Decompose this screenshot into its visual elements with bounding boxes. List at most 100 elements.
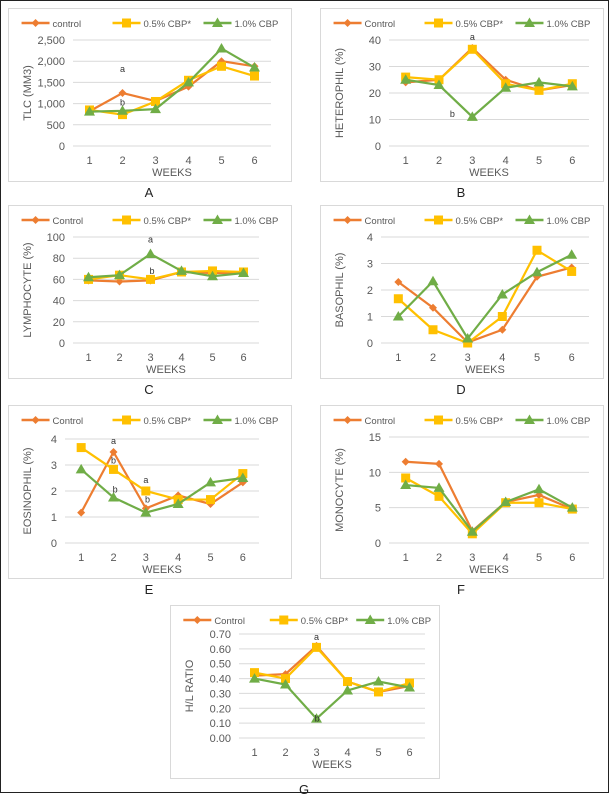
y-axis-label: HETEROPHIL (%) xyxy=(334,48,346,138)
series-line xyxy=(75,463,249,517)
y-tick-label: 5 xyxy=(375,503,381,515)
series-path xyxy=(405,483,573,534)
data-point xyxy=(172,498,184,508)
significance-label: b xyxy=(450,109,455,119)
legend-label: Control xyxy=(53,216,84,227)
x-tick-label: 6 xyxy=(569,352,575,364)
series-path xyxy=(89,47,256,113)
series-line xyxy=(400,74,578,121)
data-point xyxy=(433,482,445,492)
data-point xyxy=(280,679,291,689)
x-tick-label: 6 xyxy=(569,552,575,564)
data-point xyxy=(401,457,410,466)
legend-item: 1.0% CBP xyxy=(203,414,278,427)
legend-marker-square-icon xyxy=(434,415,444,425)
data-point xyxy=(140,507,152,517)
x-tick-label: 5 xyxy=(375,747,381,759)
chart-panel-a: 0 500 1,000 1,500 2,000 2,500 1 2 3 4 5 6 WEEKS TLC (… xyxy=(8,8,292,182)
y-tick-label: 1,000 xyxy=(37,99,65,111)
data-point xyxy=(206,495,215,505)
legend-item: 0.5% CBP* xyxy=(112,215,191,227)
data-point xyxy=(394,278,403,287)
x-tick-label: 1 xyxy=(78,552,84,564)
data-point xyxy=(566,502,578,512)
legend-marker-square-icon xyxy=(122,415,132,425)
chart-panel-e: 0 1 2 3 4 1 2 3 4 5 6 WEEKS EOSINOPHIL (%) Control 0.5… xyxy=(8,405,292,579)
data-point xyxy=(463,338,473,348)
series-path xyxy=(88,60,255,113)
data-point xyxy=(500,82,512,92)
legend-item: Control xyxy=(333,416,395,427)
data-point xyxy=(534,85,544,95)
legend-item: 1.0% CBP xyxy=(356,614,431,627)
legend-label: 0.5% CBP* xyxy=(456,216,504,227)
data-point xyxy=(115,277,124,286)
chart-svg: 0.00 0.10 0.20 0.30 0.40 0.50 0.60 0.70 1 2 3 4 5 6 WE… xyxy=(183,614,431,771)
y-tick-label: 0 xyxy=(375,141,381,153)
legend-item: 0.5% CBP* xyxy=(424,18,503,30)
series-path xyxy=(405,47,573,92)
legend-item: 1.0% CBP xyxy=(203,17,278,30)
y-tick-label: 0 xyxy=(375,538,381,550)
x-tick-label: 2 xyxy=(436,552,442,564)
panel-caption: B xyxy=(456,185,466,200)
data-point xyxy=(500,496,512,507)
legend-item: 0.5% CBP* xyxy=(424,215,504,227)
significance-label: b xyxy=(111,456,116,466)
y-tick-label: 4 xyxy=(51,434,57,446)
legend-marker-diamond-icon xyxy=(31,19,40,27)
data-point xyxy=(141,486,151,496)
x-tick-label: 3 xyxy=(469,552,475,564)
data-point xyxy=(118,89,127,97)
series-line xyxy=(77,448,247,517)
significance-label: b xyxy=(150,266,155,276)
x-tick-label: 1 xyxy=(251,747,257,759)
data-point xyxy=(428,325,438,335)
legend-marker-square-icon xyxy=(434,215,444,225)
y-tick-label: 0 xyxy=(59,338,65,350)
y-tick-label: 3 xyxy=(51,460,57,472)
x-tick-label: 6 xyxy=(406,747,412,759)
series-path xyxy=(397,248,573,345)
data-point xyxy=(496,289,508,299)
x-tick-label: 4 xyxy=(499,352,505,364)
data-point xyxy=(76,443,86,453)
data-point xyxy=(343,677,352,687)
x-tick-label: 2 xyxy=(282,747,288,759)
x-tick-label: 5 xyxy=(207,552,213,564)
legend-label: 1.0% CBP xyxy=(234,19,278,30)
x-tick-label: 6 xyxy=(240,352,246,364)
series-line xyxy=(249,673,415,723)
legend-marker-square-icon xyxy=(279,615,289,625)
x-tick-label: 5 xyxy=(536,155,542,167)
legend-label: 1.0% CBP xyxy=(234,216,278,227)
legend-label: 1.0% CBP xyxy=(546,216,590,227)
legend-label: 0.5% CBP* xyxy=(456,416,504,427)
data-point xyxy=(176,265,187,275)
series-line xyxy=(400,479,578,536)
chart-panel-g: 0.00 0.10 0.20 0.30 0.40 0.50 0.60 0.70 1 2 3 4 5 6 WE… xyxy=(170,605,440,779)
legend-marker-triangle-icon xyxy=(523,214,535,224)
y-axis-label: H/L RATIO xyxy=(184,659,196,712)
x-tick-label: 4 xyxy=(175,552,181,564)
chart-panel-f: 0 5 10 15 1 2 3 4 5 6 WEEKS MONOCYTE (%) Control 0.5%… xyxy=(320,405,604,579)
significance-label: b xyxy=(120,98,125,108)
data-point xyxy=(237,472,249,482)
data-point xyxy=(250,71,259,81)
x-tick-label: 4 xyxy=(503,155,509,167)
data-point xyxy=(84,106,95,116)
panel-caption: D xyxy=(456,382,466,397)
data-point xyxy=(535,490,543,499)
series-path xyxy=(254,644,410,694)
x-tick-label: 5 xyxy=(218,155,224,167)
data-point xyxy=(467,44,477,54)
series-line xyxy=(250,642,414,697)
panel-caption: A xyxy=(144,185,154,200)
legend-label: control xyxy=(53,19,82,30)
data-point xyxy=(373,676,384,686)
x-axis-label: WEEKS xyxy=(152,167,192,179)
data-point xyxy=(497,312,507,321)
data-point xyxy=(401,473,411,483)
y-tick-label: 1 xyxy=(367,312,373,324)
x-tick-label: 1 xyxy=(86,155,92,167)
